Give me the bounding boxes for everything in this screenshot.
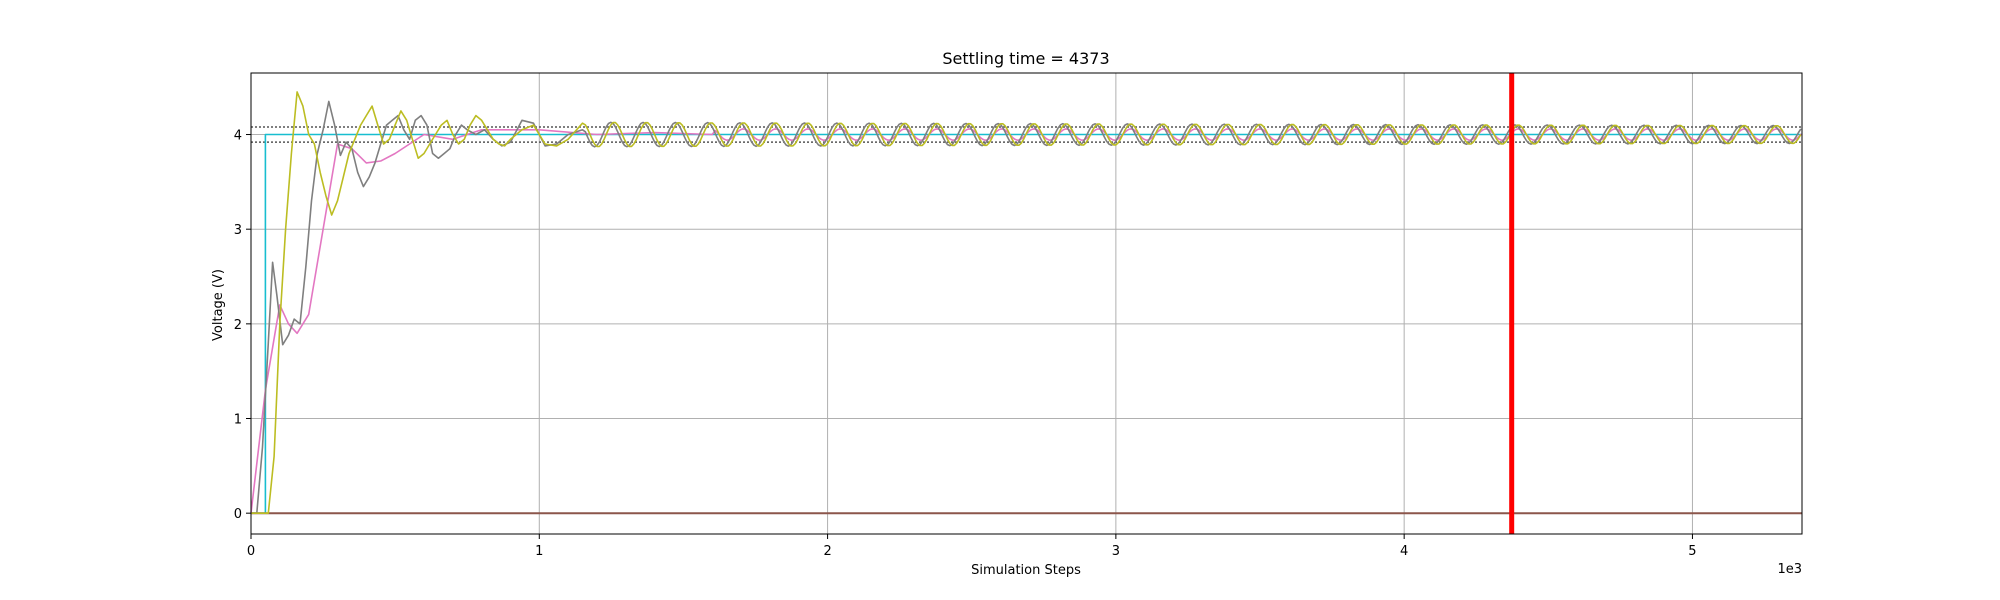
x-axis-label: Simulation Steps: [971, 563, 1081, 578]
y-tick-label: 0: [234, 507, 242, 522]
x-tick-label: 0: [247, 544, 255, 559]
x-tick-label: 1: [535, 544, 543, 559]
y-tick-label: 1: [234, 413, 242, 428]
y-tick-label: 2: [234, 318, 242, 333]
series-group: [250, 91, 1802, 515]
x-offset-label: 1e3: [1777, 562, 1802, 577]
series-response_a: [251, 91, 1802, 514]
y-tick-label: 4: [234, 129, 242, 144]
series-response_b: [251, 100, 1802, 514]
x-tick-label: 4: [1400, 544, 1408, 559]
plot-frame: [250, 72, 1803, 535]
x-tick-label: 5: [1688, 544, 1696, 559]
chart-title: Settling time = 4373: [942, 49, 1109, 68]
x-tick-label: 2: [823, 544, 831, 559]
y-tick-label: 3: [234, 223, 242, 238]
y-axis-label: Voltage (V): [211, 269, 226, 341]
x-tick-label: 3: [1112, 544, 1120, 559]
ticks: 0 1 2 3 4 5 0 1 2 3 4: [234, 129, 1697, 559]
